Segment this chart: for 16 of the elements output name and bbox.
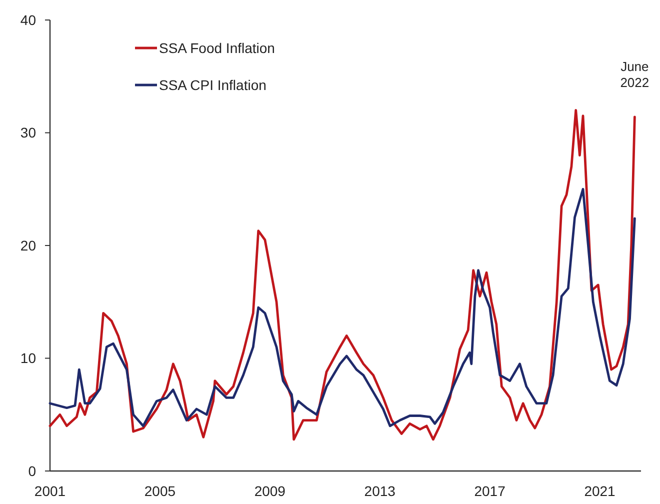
y-tick-label: 20	[20, 237, 36, 254]
y-tick-label: 40	[20, 12, 36, 28]
line-series	[48, 188, 636, 428]
y-tick-label: 10	[20, 350, 36, 366]
line-series	[48, 109, 636, 441]
x-tick-label: 2001	[34, 483, 66, 499]
x-tick-label: 2005	[144, 483, 176, 499]
y-tick-label: 0	[28, 462, 36, 479]
x-tick-label: 2017	[474, 483, 506, 499]
x-tick-label: 2013	[364, 483, 396, 499]
legend-label: SSA CPI Inflation	[159, 76, 266, 93]
x-tick-label: 2009	[254, 483, 286, 499]
y-tick-label: 30	[20, 124, 36, 141]
x-tick-label: 2021	[584, 483, 616, 499]
annotation: June 2022	[620, 58, 650, 90]
legend-label: SSA Food Inflation	[159, 40, 275, 56]
